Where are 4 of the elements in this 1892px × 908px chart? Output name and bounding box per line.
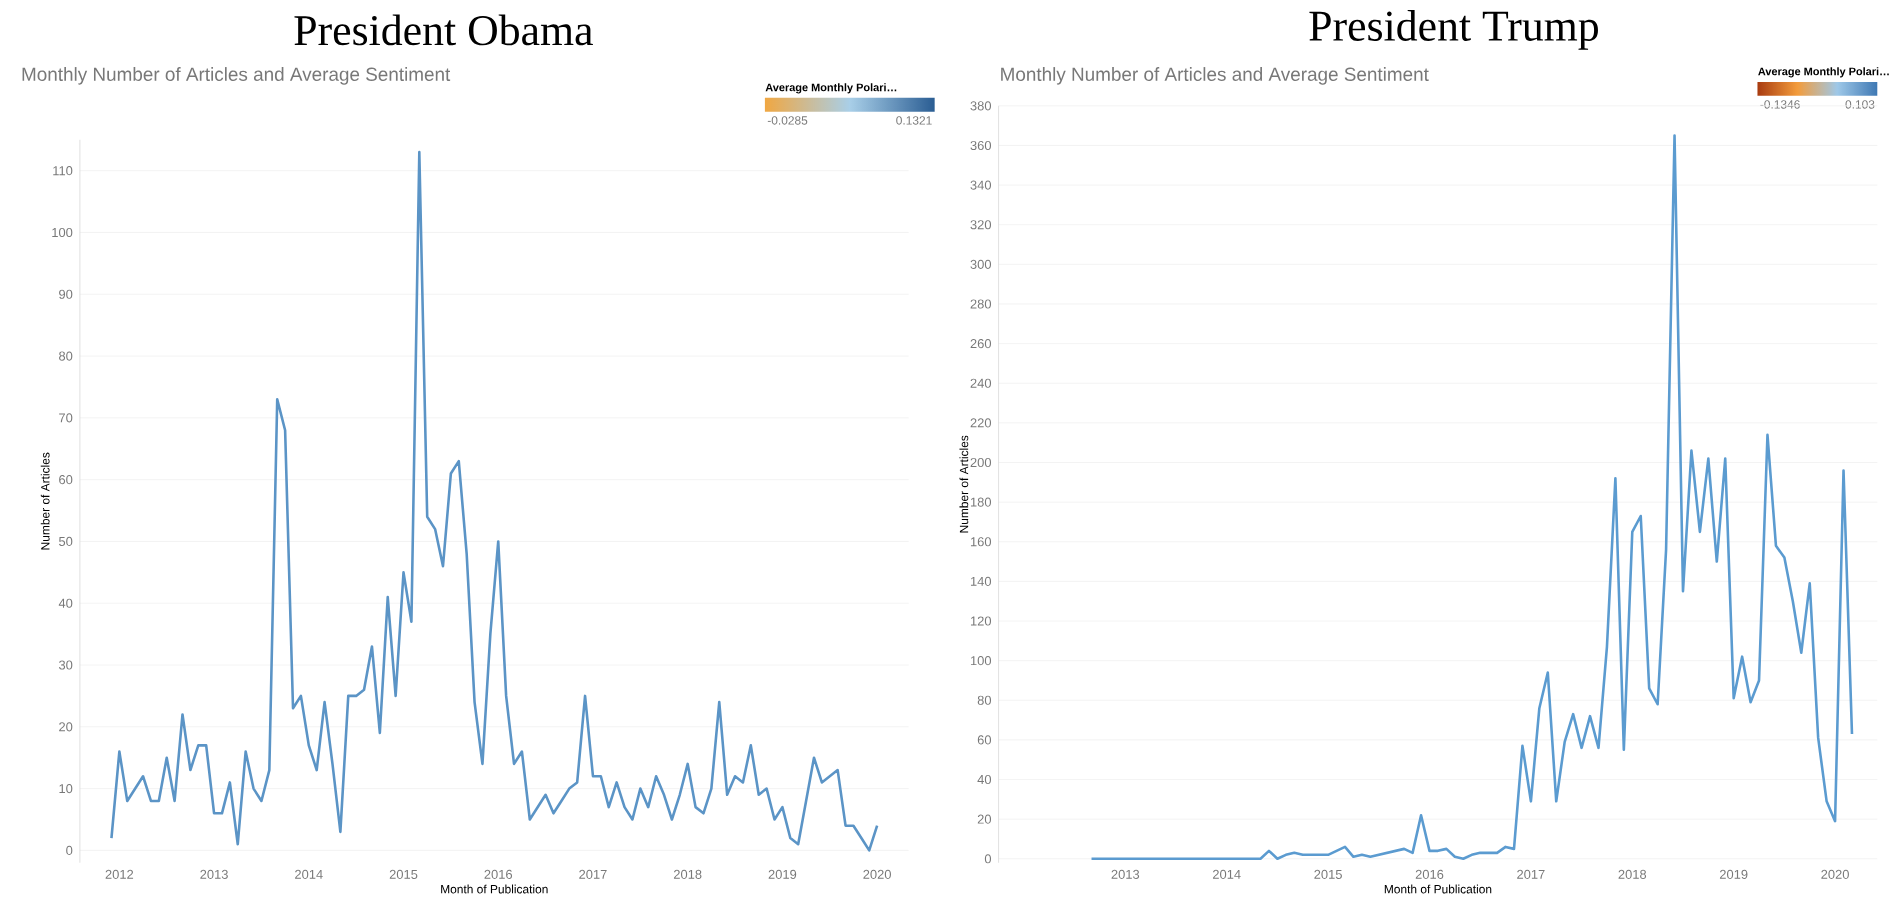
chart-subtitle: Monthly Number of Articles and Average Sentiment: [1001, 66, 1429, 85]
chart-title: President Trump: [1309, 9, 1598, 50]
chart-title: President Obama: [294, 14, 593, 46]
chart-subtitle: Monthly Number of Articles and Average Sentiment: [22, 66, 451, 85]
